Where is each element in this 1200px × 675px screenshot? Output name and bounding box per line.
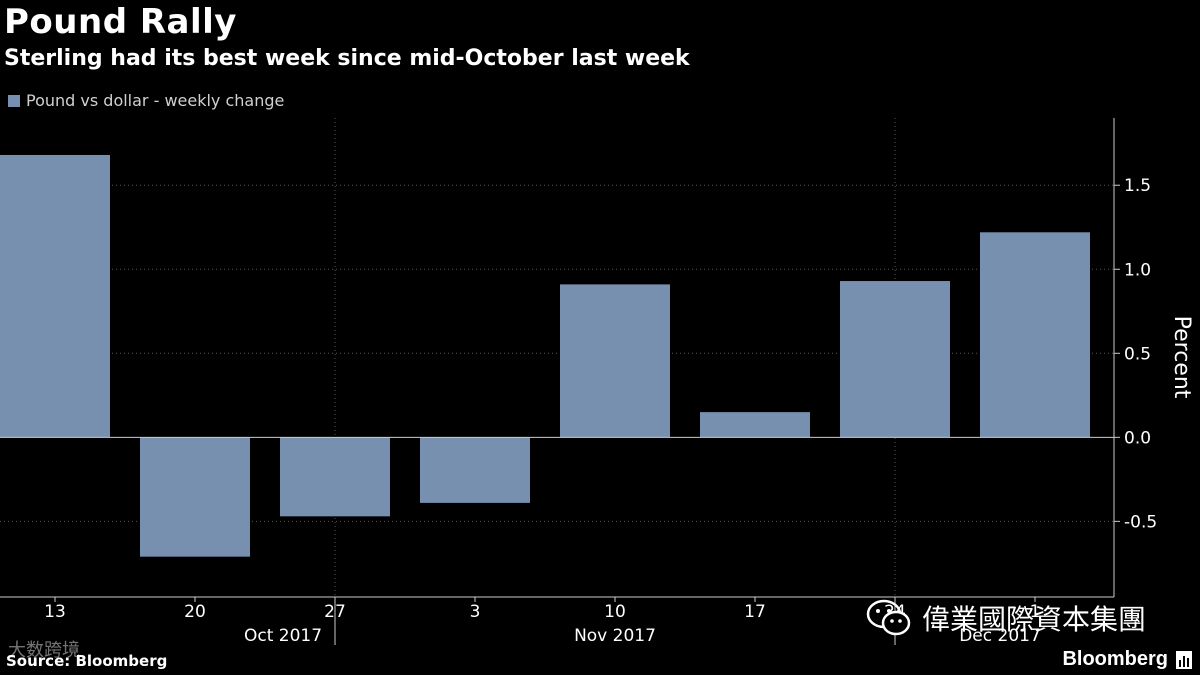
watermark-left-text: 大数跨境 [8, 640, 80, 661]
y-tick-label: 1.0 [1124, 260, 1151, 280]
bar [700, 412, 810, 438]
bars [0, 154, 1090, 557]
wechat-icon [866, 599, 911, 636]
x-tick-label: 17 [744, 602, 766, 622]
y-axis-title: Percent [1169, 316, 1194, 399]
tick-labels: 1.51.00.50.0-0.5Percent13202731017241Oct… [44, 176, 1194, 646]
legend-swatch [8, 94, 20, 107]
x-tick-label: 1 [1030, 602, 1041, 622]
x-tick-label: 3 [470, 602, 481, 622]
y-tick-label: -0.5 [1124, 512, 1157, 532]
y-tick-label: 1.5 [1124, 176, 1151, 196]
watermark-right: 偉業國際資本集團 [866, 598, 1146, 638]
legend: Pound vs dollar - weekly change [8, 91, 284, 110]
month-label: Nov 2017 [574, 626, 656, 646]
bar [560, 284, 670, 438]
chart-subtitle: Sterling had its best week since mid-Oct… [4, 46, 690, 71]
bar [140, 437, 250, 557]
bar [840, 281, 950, 438]
source-note: Source: Bloomberg [6, 652, 168, 670]
x-tick-label: 20 [184, 602, 206, 622]
watermark-right-text: 偉業國際資本集團 [922, 603, 1147, 636]
bar [0, 154, 110, 438]
y-tick-label: 0.5 [1124, 344, 1151, 364]
bloomberg-logo: Bloomberg [1062, 648, 1168, 670]
x-tick-label: 27 [324, 602, 346, 622]
bar [280, 437, 390, 517]
x-tick-label: 10 [604, 602, 626, 622]
axes [0, 118, 1120, 645]
bar [980, 232, 1090, 438]
bar [420, 437, 530, 503]
x-tick-label: 13 [44, 602, 66, 622]
legend-label: Pound vs dollar - weekly change [26, 91, 285, 110]
watermark-left: 大数跨境 [8, 636, 80, 662]
month-label: Dec 2017 [959, 626, 1041, 646]
chart-title: Pound Rally [4, 2, 237, 42]
bloomberg-mark-icon [1176, 651, 1192, 669]
month-label: Oct 2017 [244, 626, 322, 646]
y-tick-label: 0.0 [1124, 428, 1151, 448]
